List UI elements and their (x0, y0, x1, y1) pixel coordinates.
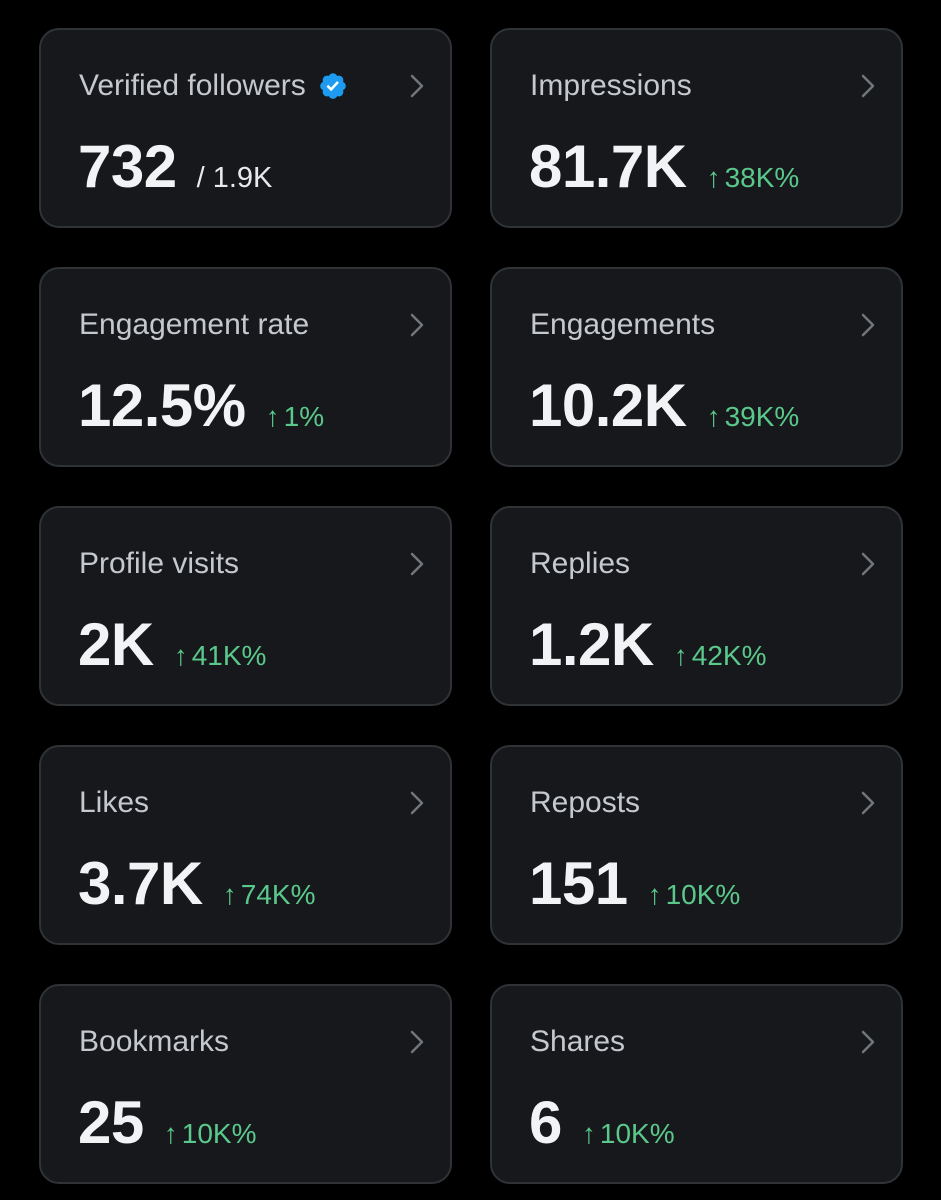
metric-change: ↑ 10K% (164, 1118, 257, 1150)
card-title-label: Verified followers (79, 69, 306, 102)
metric-change-value: 10K% (665, 879, 741, 910)
arrow-up-icon: ↑ (647, 879, 662, 910)
card-title: Profile visits (79, 546, 239, 582)
metric-change: ↑ 38K% (707, 162, 800, 194)
card-title-label: Likes (79, 786, 150, 819)
metric-change: ↑ 39K% (707, 401, 800, 433)
metric-value: 25 (78, 1089, 144, 1156)
metric-change-value: 10K% (181, 1118, 257, 1149)
metric-value: 1.2K (529, 611, 654, 678)
chevron-right-icon (410, 74, 424, 98)
metric-value: 12.5% (78, 372, 246, 439)
engagement-rate-card[interactable]: Engagement rate 12.5% ↑ 1% (39, 267, 452, 467)
arrow-up-icon: ↑ (673, 640, 688, 671)
value-row: 10.2K ↑ 39K% (529, 373, 799, 439)
metric-change-value: 42K% (691, 640, 767, 671)
replies-card[interactable]: Replies 1.2K ↑ 42K% (490, 506, 903, 706)
profile-visits-card[interactable]: Profile visits 2K ↑ 41K% (39, 506, 452, 706)
value-row: 25 ↑ 10K% (78, 1090, 256, 1156)
chevron-right-icon (861, 313, 875, 337)
card-title-label: Engagement rate (79, 308, 310, 341)
card-title: Reposts (530, 785, 640, 821)
metric-change-value: 38K% (724, 162, 800, 193)
card-title: Engagement rate (79, 307, 309, 343)
chevron-right-icon (861, 791, 875, 815)
metric-change-value: 39K% (724, 401, 800, 432)
analytics-grid: Verified followers 732 / 1.9K Impression… (39, 28, 903, 1184)
metric-change-value: 10K% (599, 1118, 675, 1149)
arrow-up-icon: ↑ (265, 401, 280, 432)
card-title-label: Reposts (530, 786, 641, 819)
card-title-label: Profile visits (79, 547, 240, 580)
metric-change: ↑ 74K% (223, 879, 316, 911)
verified-badge-icon (319, 73, 346, 99)
card-title: Engagements (530, 307, 715, 343)
card-title-label: Engagements (530, 308, 716, 341)
verified-followers-card[interactable]: Verified followers 732 / 1.9K (39, 28, 452, 228)
card-title: Replies (530, 546, 630, 582)
arrow-up-icon: ↑ (706, 162, 721, 193)
value-row: 81.7K ↑ 38K% (529, 134, 799, 200)
card-title: Likes (79, 785, 149, 821)
reposts-card[interactable]: Reposts 151 ↑ 10K% (490, 745, 903, 945)
metric-change-value: 41K% (191, 640, 267, 671)
value-row: 2K ↑ 41K% (78, 612, 266, 678)
metric-change: ↑ 10K% (648, 879, 741, 911)
chevron-right-icon (410, 313, 424, 337)
metric-change: ↑ 10K% (582, 1118, 675, 1150)
arrow-up-icon: ↑ (706, 401, 721, 432)
card-title-label: Bookmarks (79, 1025, 230, 1058)
chevron-right-icon (861, 552, 875, 576)
engagements-card[interactable]: Engagements 10.2K ↑ 39K% (490, 267, 903, 467)
card-title: Verified followers (79, 68, 348, 104)
metric-change: ↑ 1% (266, 401, 324, 433)
metric-change-value: 74K% (240, 879, 316, 910)
bookmarks-card[interactable]: Bookmarks 25 ↑ 10K% (39, 984, 452, 1184)
chevron-right-icon (410, 791, 424, 815)
arrow-up-icon: ↑ (581, 1118, 596, 1149)
metric-change: ↑ 42K% (674, 640, 767, 672)
chevron-right-icon (861, 1030, 875, 1054)
metric-value: 151 (529, 850, 628, 917)
metric-change-value: 1% (283, 401, 325, 432)
card-title-label: Replies (530, 547, 631, 580)
metric-value: 2K (78, 611, 154, 678)
value-row: 151 ↑ 10K% (529, 851, 740, 917)
metric-total: / 1.9K (196, 162, 273, 194)
metric-value: 3.7K (78, 850, 203, 917)
arrow-up-icon: ↑ (173, 640, 188, 671)
metric-value: 6 (529, 1089, 562, 1156)
value-row: 6 ↑ 10K% (529, 1090, 675, 1156)
chevron-right-icon (861, 74, 875, 98)
card-title: Bookmarks (79, 1024, 229, 1060)
arrow-up-icon: ↑ (163, 1118, 178, 1149)
arrow-up-icon: ↑ (222, 879, 237, 910)
chevron-right-icon (410, 552, 424, 576)
card-title: Shares (530, 1024, 625, 1060)
likes-card[interactable]: Likes 3.7K ↑ 74K% (39, 745, 452, 945)
metric-value: 81.7K (529, 133, 687, 200)
value-row: 3.7K ↑ 74K% (78, 851, 315, 917)
card-title-label: Shares (530, 1025, 626, 1058)
metric-value: 10.2K (529, 372, 687, 439)
card-title-label: Impressions (530, 69, 692, 102)
value-row: 732 / 1.9K (78, 134, 272, 200)
metric-value: 732 (78, 133, 177, 200)
chevron-right-icon (410, 1030, 424, 1054)
metric-change: ↑ 41K% (174, 640, 267, 672)
shares-card[interactable]: Shares 6 ↑ 10K% (490, 984, 903, 1184)
value-row: 1.2K ↑ 42K% (529, 612, 766, 678)
card-title: Impressions (530, 68, 692, 104)
impressions-card[interactable]: Impressions 81.7K ↑ 38K% (490, 28, 903, 228)
value-row: 12.5% ↑ 1% (78, 373, 324, 439)
